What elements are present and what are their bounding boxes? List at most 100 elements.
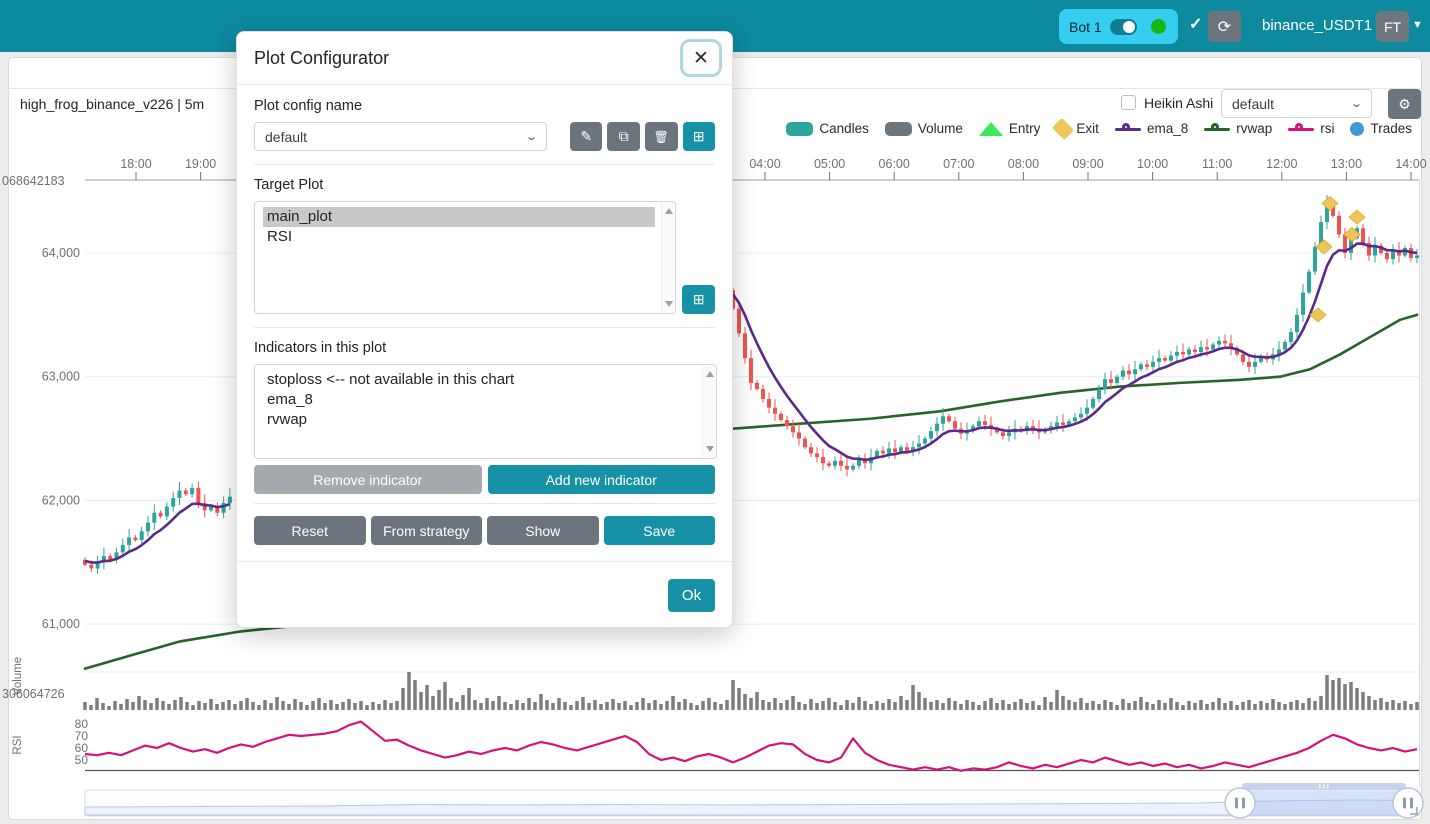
svg-text:07:00: 07:00 xyxy=(943,157,974,171)
pair-label: binance_USDT1 xyxy=(1262,17,1373,34)
list-item[interactable]: main_plot xyxy=(263,207,656,227)
check-icon: ✓ xyxy=(1189,16,1203,33)
scroll-down-icon[interactable] xyxy=(706,446,714,452)
scroll-up-icon[interactable] xyxy=(665,208,674,214)
square-plus-icon: ⊞ xyxy=(692,291,705,307)
svg-text:04:00: 04:00 xyxy=(749,157,780,171)
legend-label: Volume xyxy=(917,121,963,136)
modal-header: Plot Configurator ✕ xyxy=(237,32,732,85)
legend-item-rsi[interactable]: rsi xyxy=(1288,121,1334,136)
reload-button[interactable]: ⟳ xyxy=(1208,11,1241,42)
bot-toggle[interactable] xyxy=(1109,18,1137,35)
trash-icon: 🗑 xyxy=(653,129,669,144)
target-plot-label: Target Plot xyxy=(254,177,324,193)
scrollbar[interactable] xyxy=(702,366,715,457)
bot-selector[interactable]: Bot 1 xyxy=(1059,9,1178,44)
price-axis-labels: 64,000 63,000 62,000 61,000 068642183 3060647… xyxy=(2,174,88,767)
list-item[interactable]: rvwap xyxy=(267,411,308,428)
gear-icon: ⚙ xyxy=(1398,95,1411,112)
plot-settings-button[interactable]: ⚙ xyxy=(1388,89,1421,119)
datazoom-handle-right[interactable] xyxy=(1392,787,1424,819)
resize-corner-icon xyxy=(1410,807,1418,815)
legend-item-Candles[interactable]: Candles xyxy=(786,121,869,136)
svg-text:80: 80 xyxy=(75,717,89,731)
add-subplot-button[interactable]: ⊞ xyxy=(682,285,715,314)
show-button[interactable]: Show xyxy=(487,516,599,545)
indicators-list[interactable]: stoploss <-- not available in this chart… xyxy=(254,364,717,459)
svg-text:08:00: 08:00 xyxy=(1008,157,1039,171)
modal-title: Plot Configurator xyxy=(254,48,390,68)
legend-item-ema_8[interactable]: ema_8 xyxy=(1114,121,1188,136)
bot-name-label: Bot 1 xyxy=(1069,18,1102,35)
svg-text:18:00: 18:00 xyxy=(120,157,151,171)
pencil-icon: ✎ xyxy=(580,128,593,144)
svg-text:05:00: 05:00 xyxy=(814,157,845,171)
list-item[interactable]: stoploss <-- not available in this chart xyxy=(267,371,515,388)
bot-online-status-dot xyxy=(1150,19,1166,34)
svg-text:50: 50 xyxy=(75,753,89,767)
Candles-legend-icon xyxy=(786,121,814,136)
legend-label: rsi xyxy=(1320,121,1335,136)
reset-button[interactable]: Reset xyxy=(254,516,366,545)
add-config-button[interactable]: ⊞ xyxy=(682,122,716,151)
legend-item-Entry[interactable]: Entry xyxy=(978,121,1041,136)
save-button[interactable]: Save xyxy=(603,516,715,545)
candlestick-series-left xyxy=(83,481,232,574)
duplicate-config-button[interactable]: ⧉ xyxy=(607,122,640,151)
list-item[interactable]: ema_8 xyxy=(267,391,313,408)
list-item[interactable]: RSI xyxy=(267,228,293,245)
from-strategy-button[interactable]: From strategy xyxy=(370,516,482,545)
Trades-legend-icon xyxy=(1350,121,1365,136)
svg-text:11:00: 11:00 xyxy=(1202,157,1232,171)
rsi-line xyxy=(84,720,1418,772)
svg-text:306064726: 306064726 xyxy=(2,687,65,701)
rsi-legend-icon xyxy=(1288,122,1315,136)
ema8-line xyxy=(731,242,1418,462)
edit-config-button[interactable]: ✎ xyxy=(569,122,603,151)
legend-label: Entry xyxy=(1008,121,1041,136)
chevron-down-icon: ⌄ xyxy=(1349,98,1363,110)
chevron-down-icon: ⌄ xyxy=(524,131,538,143)
chart-legend: Candles Volume Entry Exit ema_8 rvwap rsi Trade… xyxy=(0,117,1412,140)
Entry-legend-icon xyxy=(978,121,1003,136)
avatar[interactable]: FT xyxy=(1376,11,1409,42)
legend-label: Exit xyxy=(1076,121,1099,136)
svg-text:06:00: 06:00 xyxy=(879,157,910,171)
legend-item-Volume[interactable]: Volume xyxy=(884,121,963,136)
ok-button[interactable]: Ok xyxy=(668,579,715,612)
indicators-label: Indicators in this plot xyxy=(254,340,387,356)
legend-item-rvwap[interactable]: rvwap xyxy=(1204,121,1272,136)
square-plus-icon: ⊞ xyxy=(692,128,705,144)
chevron-down-icon[interactable]: ▼ xyxy=(1412,19,1423,31)
svg-text:Volume: Volume xyxy=(12,657,24,695)
chart-title: high_frog_binance_v226 | 5m xyxy=(20,96,205,112)
legend-item-Exit[interactable]: Exit xyxy=(1052,117,1099,140)
exit-markers xyxy=(1309,195,1366,323)
remove-indicator-button[interactable]: Remove indicator xyxy=(254,465,482,494)
scroll-down-icon[interactable] xyxy=(665,301,674,307)
legend-item-Trades[interactable]: Trades xyxy=(1350,121,1412,136)
plot-config-select[interactable]: default ⌄ xyxy=(1221,89,1372,118)
volume-series xyxy=(83,672,1419,710)
svg-text:70: 70 xyxy=(75,729,89,743)
delete-config-button[interactable]: 🗑 xyxy=(644,122,678,151)
rvwap-legend-icon xyxy=(1204,122,1231,136)
time-axis: 18:00 19:00 04:00 05:00 06:00 07:00 08:00 09:00… xyxy=(120,157,1427,180)
svg-text:62,000: 62,000 xyxy=(42,493,80,507)
plot-config-name-select[interactable]: default ⌄ xyxy=(254,122,547,151)
close-icon: ✕ xyxy=(693,47,709,69)
plot-config-name-label: Plot config name xyxy=(254,98,363,114)
add-new-indicator-button[interactable]: Add new indicator xyxy=(487,465,715,494)
datazoom-handle-left[interactable] xyxy=(1224,787,1256,819)
ema_8-legend-icon xyxy=(1114,122,1141,136)
scroll-up-icon[interactable] xyxy=(706,371,714,377)
scrollbar[interactable] xyxy=(661,203,675,312)
svg-text:60: 60 xyxy=(75,741,89,755)
target-plot-list[interactable]: main_plot RSI xyxy=(254,201,677,314)
svg-text:09:00: 09:00 xyxy=(1072,157,1103,171)
svg-text:068642183: 068642183 xyxy=(2,174,65,188)
datazoom-slider[interactable] xyxy=(84,783,1424,819)
modal-close-button[interactable]: ✕ xyxy=(680,39,722,77)
heikin-ashi-checkbox[interactable] xyxy=(1121,95,1136,110)
